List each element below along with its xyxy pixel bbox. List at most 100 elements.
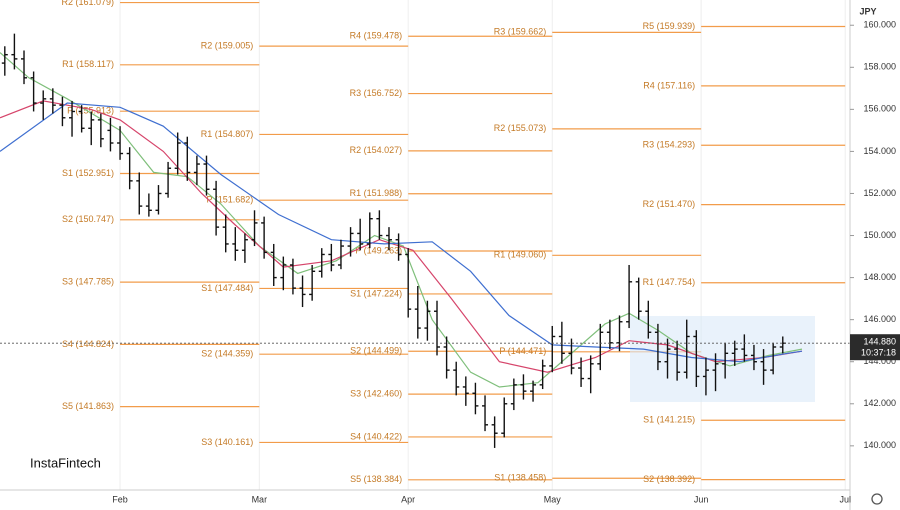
price-bar	[232, 227, 239, 261]
price-bar	[405, 248, 412, 318]
price-bar	[78, 105, 85, 133]
pivot-label: R3 (154.293)	[643, 140, 696, 150]
pivot-label: R1 (158.117)	[62, 59, 114, 69]
moving-averages	[0, 52, 803, 388]
price-bar	[578, 357, 585, 387]
price-bar	[357, 218, 364, 251]
price-bar	[347, 227, 354, 257]
price-bar	[501, 397, 508, 438]
pivot-label: P (155.913)	[67, 106, 114, 116]
price-bar	[683, 319, 690, 379]
pivot-label: S4 (144.824)	[62, 339, 114, 349]
y-tick-label: 144.000	[863, 356, 896, 366]
pivot-label: R3 (156.752)	[350, 88, 403, 98]
price-bar	[88, 111, 95, 146]
price-bar	[289, 258, 296, 295]
y-tick-label: 146.000	[863, 314, 896, 324]
logo-box	[22, 450, 98, 478]
price-bar	[11, 33, 18, 70]
price-bar	[49, 88, 56, 114]
x-tick-label: Mar	[252, 494, 268, 504]
price-bar	[760, 349, 767, 385]
x-tick-label: Jul	[839, 494, 851, 504]
pivot-label: R1 (151.988)	[350, 188, 403, 198]
pivot-label: S4 (140.422)	[350, 431, 402, 441]
logo: InstaFintech	[30, 455, 101, 470]
price-bar	[155, 185, 162, 215]
price-bar	[741, 334, 748, 362]
pivot-label: R2 (154.027)	[350, 145, 403, 155]
pivot-label: S5 (141.863)	[62, 401, 114, 411]
price-bar	[21, 50, 28, 85]
price-bar	[30, 71, 37, 112]
settings-icon[interactable]	[871, 493, 883, 505]
y-tick-label: 154.000	[863, 146, 896, 156]
price-bar	[126, 147, 133, 190]
price-bar	[107, 117, 114, 152]
price-bar	[318, 248, 325, 278]
y-tick-label: 158.000	[863, 62, 896, 72]
price-bar	[722, 342, 729, 379]
pivot-label: R1 (149.060)	[494, 250, 547, 260]
pivot-label: S2 (144.359)	[201, 349, 253, 359]
pivot-label: S3 (147.785)	[62, 276, 114, 286]
axes: 140.000 142.000 144.000 146.000 148.000 150.0…	[112, 20, 900, 504]
price-bar	[626, 264, 633, 329]
price-bar	[424, 300, 431, 341]
last-price-time: 10:37:18	[861, 348, 896, 358]
price-bar	[40, 90, 47, 120]
price-bar	[213, 180, 220, 236]
price-bar	[309, 264, 316, 301]
x-tick-label: Feb	[112, 494, 128, 504]
price-bar	[385, 227, 392, 251]
price-bar	[299, 275, 306, 308]
price-bar	[453, 361, 460, 396]
price-bar	[366, 212, 373, 249]
price-bar	[558, 321, 565, 364]
price-bar	[702, 357, 709, 396]
pivot-label: S1 (141.215)	[643, 415, 695, 425]
price-bar	[654, 323, 661, 371]
pivots: R2 (161.079) R1 (158.117) P (155.913) S1 (1…	[62, 0, 846, 484]
price-bar	[606, 319, 613, 350]
pivot-label: R2 (155.073)	[494, 123, 547, 133]
pivot-label: S1 (147.484)	[201, 283, 253, 293]
pivot-label: R2 (159.005)	[201, 41, 254, 51]
price-bar	[770, 342, 777, 375]
moving-average	[0, 52, 803, 388]
pivot-label: R2 (151.470)	[643, 199, 696, 209]
price-bar	[597, 323, 604, 371]
price-bar	[434, 300, 441, 356]
price-bar	[443, 336, 450, 379]
price-bar	[491, 416, 498, 448]
price-bar	[1, 46, 8, 76]
moving-average	[0, 100, 803, 373]
price-bar	[587, 355, 594, 394]
x-tick-label: Apr	[401, 494, 415, 504]
price-bar	[193, 155, 200, 186]
pivot-label: S3 (142.460)	[350, 388, 402, 398]
price-bar	[136, 172, 143, 215]
pivot-label: R2 (161.079)	[62, 0, 115, 7]
price-bar	[97, 113, 104, 148]
price-bar	[241, 233, 248, 263]
price-bar	[165, 161, 172, 198]
price-bar	[664, 338, 671, 379]
pivot-label: S1 (152.951)	[62, 168, 114, 178]
moving-average	[0, 102, 803, 363]
price-bar	[222, 214, 229, 253]
price-bar	[530, 380, 537, 402]
price-bar	[203, 155, 210, 196]
last-price-label: 144.880	[863, 337, 896, 347]
volume-profile-box	[630, 316, 815, 402]
price-bar	[270, 243, 277, 287]
price-bar	[539, 359, 546, 390]
price-bar	[117, 126, 124, 160]
price-bar	[337, 239, 344, 270]
x-tick-label: Jun	[694, 494, 709, 504]
price-bar	[414, 286, 421, 339]
price-bar	[184, 136, 191, 181]
pivot-label: R5 (159.939)	[643, 21, 696, 31]
price-bar	[251, 210, 258, 247]
price-bar	[472, 382, 479, 415]
